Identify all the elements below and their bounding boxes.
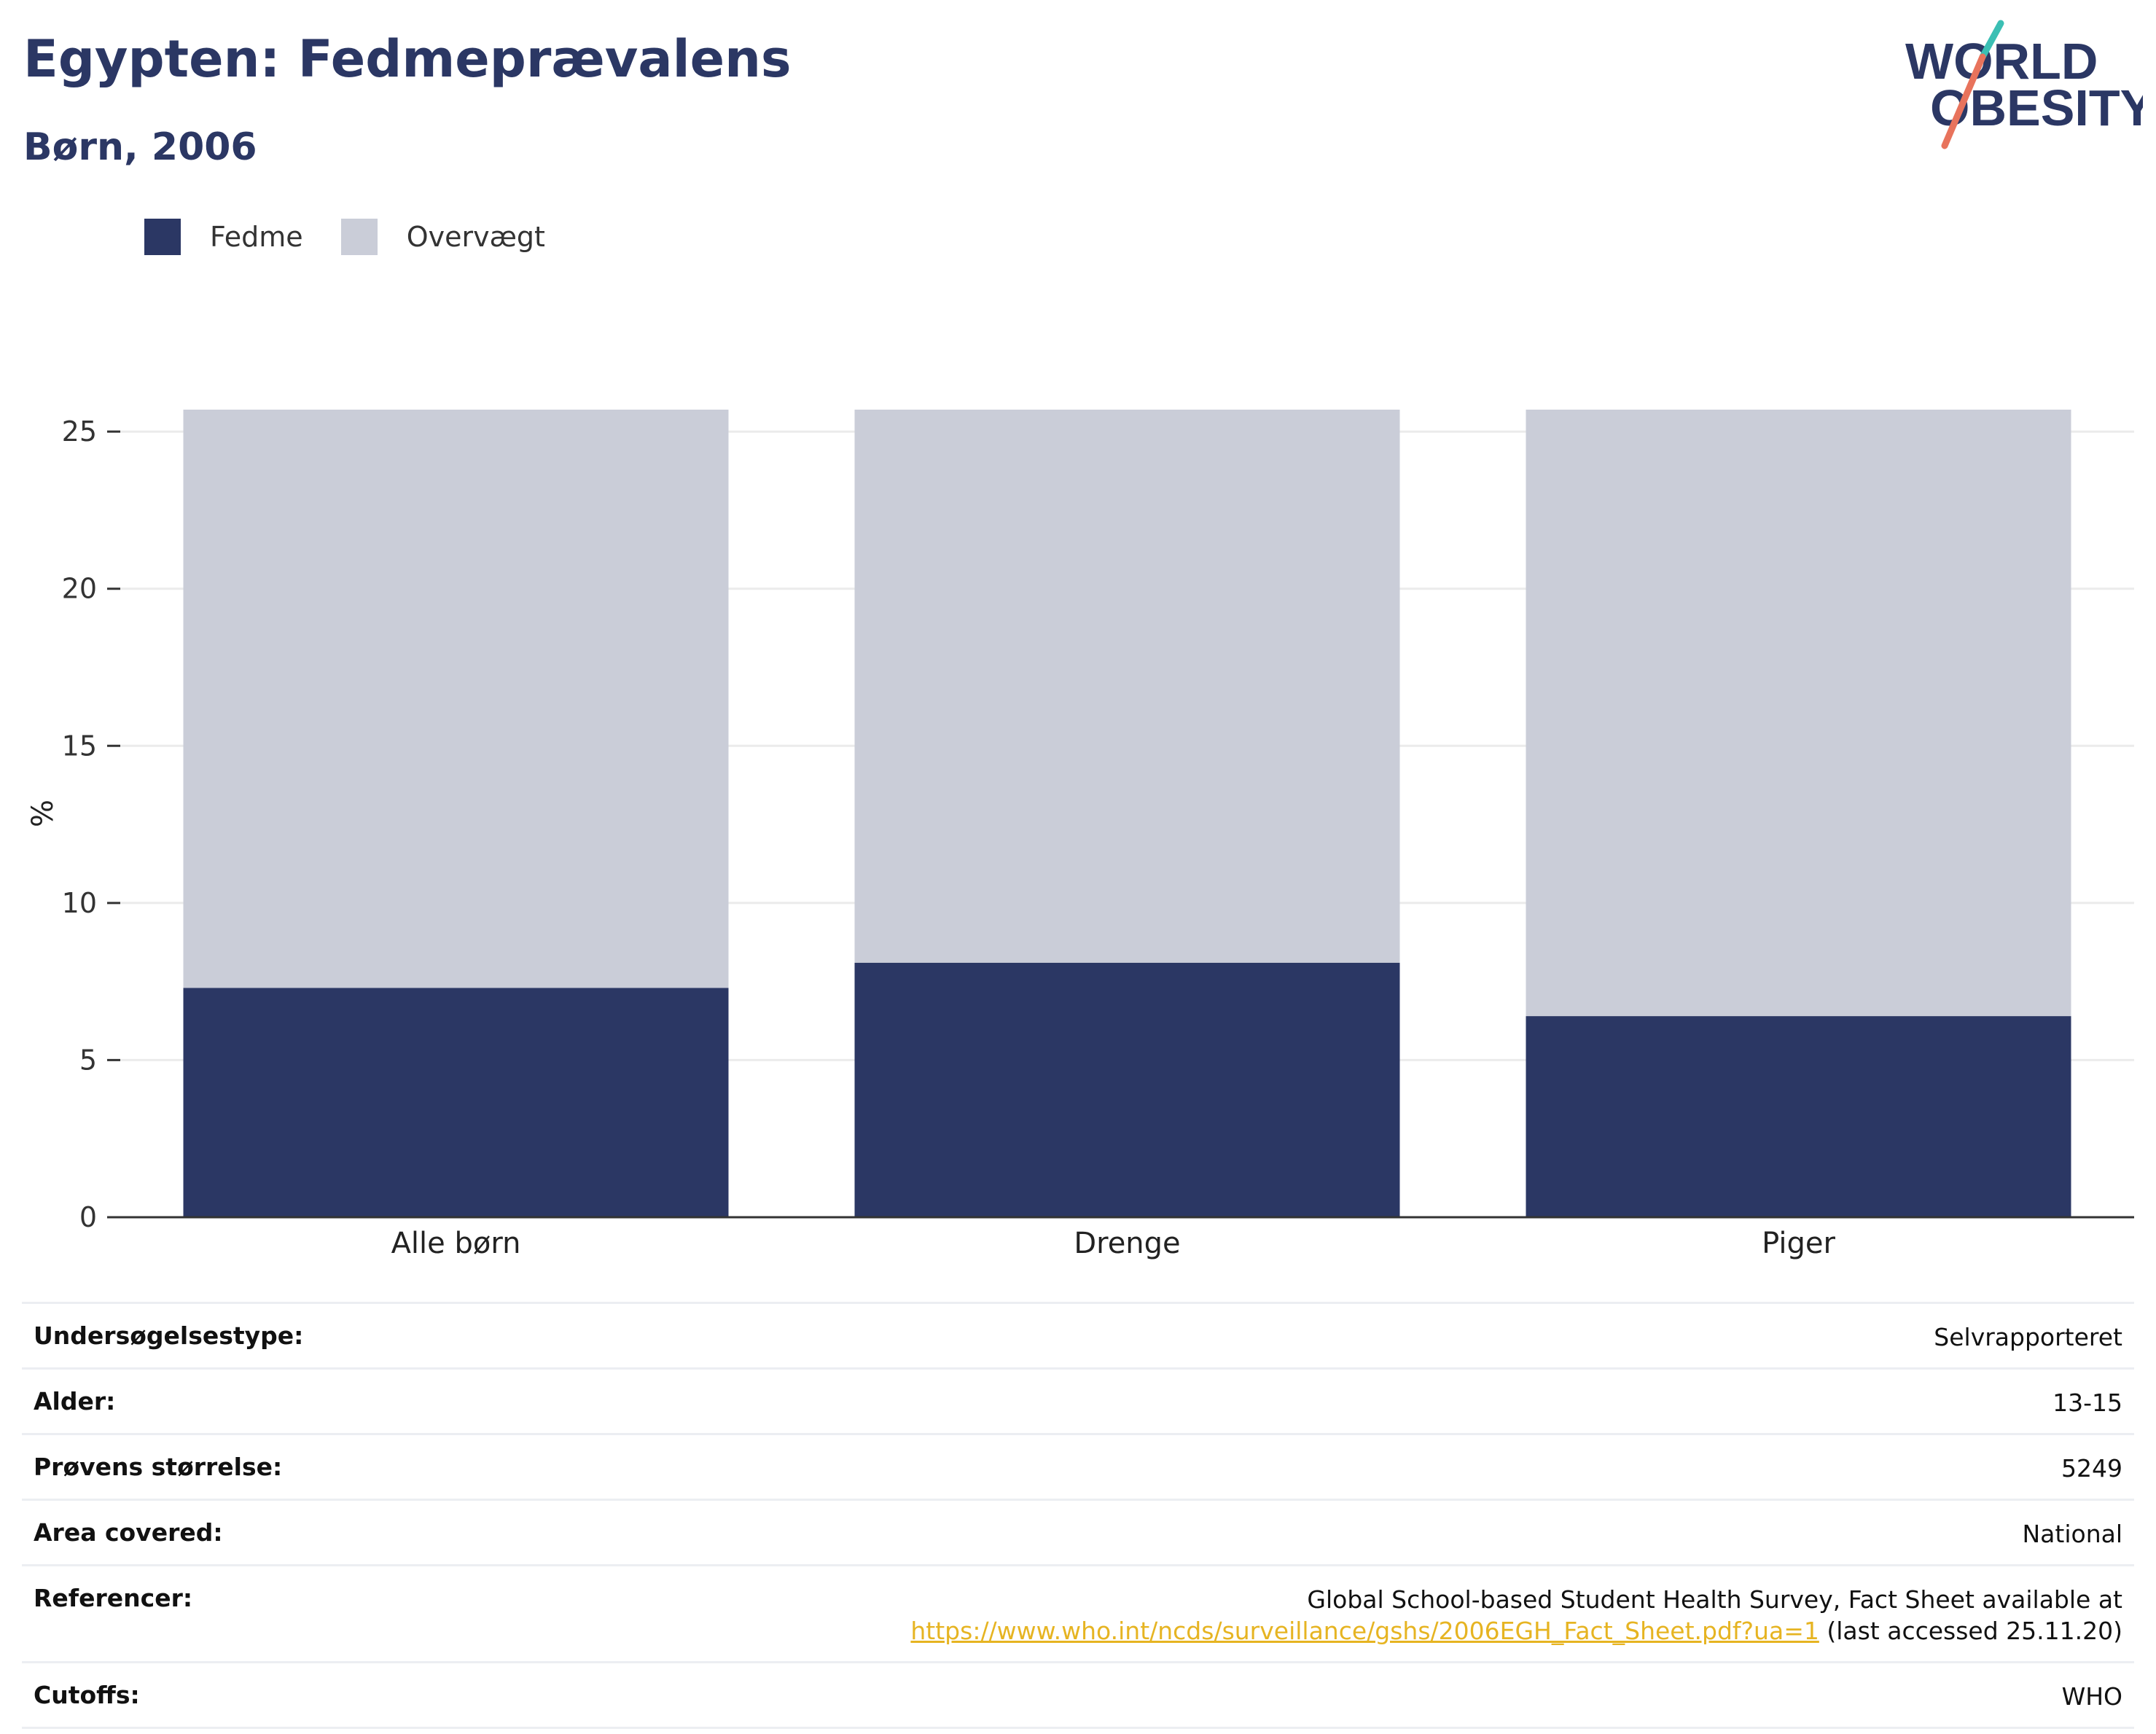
bar-fedme[interactable] bbox=[183, 988, 729, 1217]
x-category-label: Alle børn bbox=[391, 1227, 521, 1260]
y-tick-label: 5 bbox=[79, 1044, 97, 1076]
x-category-label: Piger bbox=[1762, 1227, 1835, 1260]
legend-swatch-fedme bbox=[144, 219, 181, 255]
reference-link[interactable]: https://www.who.int/ncds/surveillance/gs… bbox=[910, 1617, 1819, 1645]
info-key: Prøvens størrelse: bbox=[34, 1453, 283, 1481]
reference-text: Global School-based Student Health Surve… bbox=[1307, 1585, 2122, 1614]
bar-overvaegt[interactable] bbox=[854, 410, 1400, 963]
legend-item-fedme[interactable]: Fedme bbox=[144, 219, 303, 255]
x-category-label: Drenge bbox=[1074, 1227, 1180, 1260]
logo-slash-top bbox=[1979, 20, 2004, 60]
info-value: WHO bbox=[2061, 1682, 2122, 1711]
legend-label-overvaegt: Overvægt bbox=[406, 221, 545, 253]
info-value: 5249 bbox=[2061, 1454, 2122, 1483]
info-key: Area covered: bbox=[34, 1518, 223, 1547]
info-key: Cutoffs: bbox=[34, 1681, 140, 1709]
info-key: Referencer: bbox=[34, 1584, 193, 1612]
page-title: Egypten: Fedmeprævalens bbox=[23, 29, 792, 89]
info-key: Alder: bbox=[34, 1387, 116, 1415]
info-row-sample-size: Prøvens størrelse: 5249 bbox=[22, 1435, 2134, 1501]
legend-swatch-overvaegt bbox=[340, 219, 378, 255]
chart-legend: Fedme Overvægt bbox=[144, 215, 583, 259]
info-row-area-covered: Area covered: National bbox=[22, 1501, 2134, 1566]
y-tick-label: 15 bbox=[62, 730, 97, 762]
info-row-survey-type: Undersøgelsestype: Selvrapporteret bbox=[22, 1304, 2134, 1370]
info-table: Undersøgelsestype: Selvrapporteret Alder… bbox=[22, 1302, 2134, 1729]
info-key: Undersøgelsestype: bbox=[34, 1321, 304, 1350]
stacked-bar-chart: 0 5 10 15 20 25 Alle børn Drenge Piger% bbox=[26, 410, 2134, 1260]
info-value: National bbox=[2022, 1520, 2122, 1548]
world-obesity-logo: WORLD OBESITY bbox=[1905, 20, 2143, 149]
info-value: 13-15 bbox=[2053, 1389, 2122, 1417]
y-tick-label: 20 bbox=[62, 573, 97, 605]
info-row-cutoffs: Cutoffs: WHO bbox=[22, 1663, 2134, 1729]
info-row-age: Alder: 13-15 bbox=[22, 1370, 2134, 1435]
y-axis-title: % bbox=[26, 800, 60, 827]
bar-fedme[interactable] bbox=[854, 962, 1400, 1217]
info-value: Selvrapporteret bbox=[1934, 1323, 2122, 1351]
bar-fedme[interactable] bbox=[1526, 1016, 2071, 1217]
y-tick-label: 10 bbox=[62, 887, 97, 919]
reference-suffix: (last accessed 25.11.20) bbox=[1819, 1617, 2122, 1645]
page-subtitle: Børn, 2006 bbox=[23, 125, 257, 169]
bar-overvaegt[interactable] bbox=[1526, 410, 2071, 1017]
bar-overvaegt[interactable] bbox=[183, 410, 729, 988]
logo-line1: WORLD bbox=[1905, 33, 2098, 90]
y-tick-label: 0 bbox=[79, 1201, 97, 1233]
legend-label-fedme: Fedme bbox=[210, 221, 303, 253]
y-tick-label: 25 bbox=[62, 415, 97, 448]
legend-item-overvaegt[interactable]: Overvægt bbox=[340, 219, 545, 255]
info-value-references: Global School-based Student Health Surve… bbox=[910, 1584, 2122, 1647]
logo-slash-bottom bbox=[1941, 53, 1986, 149]
info-row-references: Referencer: Global School-based Student … bbox=[22, 1566, 2134, 1663]
